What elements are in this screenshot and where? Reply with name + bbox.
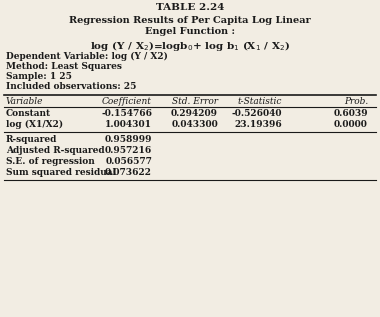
Text: Included observations: 25: Included observations: 25 [6, 82, 136, 91]
Text: -0.526040: -0.526040 [231, 109, 282, 118]
Text: 0.958999: 0.958999 [105, 135, 152, 144]
Text: 0.294209: 0.294209 [171, 109, 218, 118]
Text: Prob.: Prob. [344, 97, 368, 106]
Text: 1.004301: 1.004301 [105, 120, 152, 129]
Text: t-Statistic: t-Statistic [238, 97, 282, 106]
Text: R-squared: R-squared [6, 135, 57, 144]
Text: log (X1/X2): log (X1/X2) [6, 120, 63, 129]
Text: 0.6039: 0.6039 [333, 109, 368, 118]
Text: 0.043300: 0.043300 [171, 120, 218, 129]
Text: log (Y / X$_2$)=logb$_0$+ log b$_1$ (X$_1$ / X$_2$): log (Y / X$_2$)=logb$_0$+ log b$_1$ (X$_… [90, 39, 290, 53]
Text: 0.056577: 0.056577 [105, 157, 152, 166]
Text: Sample: 1 25: Sample: 1 25 [6, 72, 72, 81]
Text: Constant: Constant [6, 109, 51, 118]
Text: -0.154766: -0.154766 [101, 109, 152, 118]
Text: Coefficient: Coefficient [102, 97, 152, 106]
Text: 23.19396: 23.19396 [234, 120, 282, 129]
Text: 0.0000: 0.0000 [334, 120, 368, 129]
Text: 0.073622: 0.073622 [105, 168, 152, 177]
Text: Sum squared residual: Sum squared residual [6, 168, 116, 177]
Text: Engel Function :: Engel Function : [145, 27, 235, 36]
Text: Adjusted R-squared: Adjusted R-squared [6, 146, 104, 155]
Text: Std. Error: Std. Error [172, 97, 218, 106]
Text: Variable: Variable [6, 97, 43, 106]
Text: 0.957216: 0.957216 [105, 146, 152, 155]
Text: S.E. of regression: S.E. of regression [6, 157, 95, 166]
Text: Dependent Variable: log (Y / X2): Dependent Variable: log (Y / X2) [6, 52, 168, 61]
Text: Method: Least Squares: Method: Least Squares [6, 62, 122, 71]
Text: Regression Results of Per Capita Log Linear: Regression Results of Per Capita Log Lin… [69, 16, 311, 25]
Text: TABLE 2.24: TABLE 2.24 [156, 3, 224, 12]
